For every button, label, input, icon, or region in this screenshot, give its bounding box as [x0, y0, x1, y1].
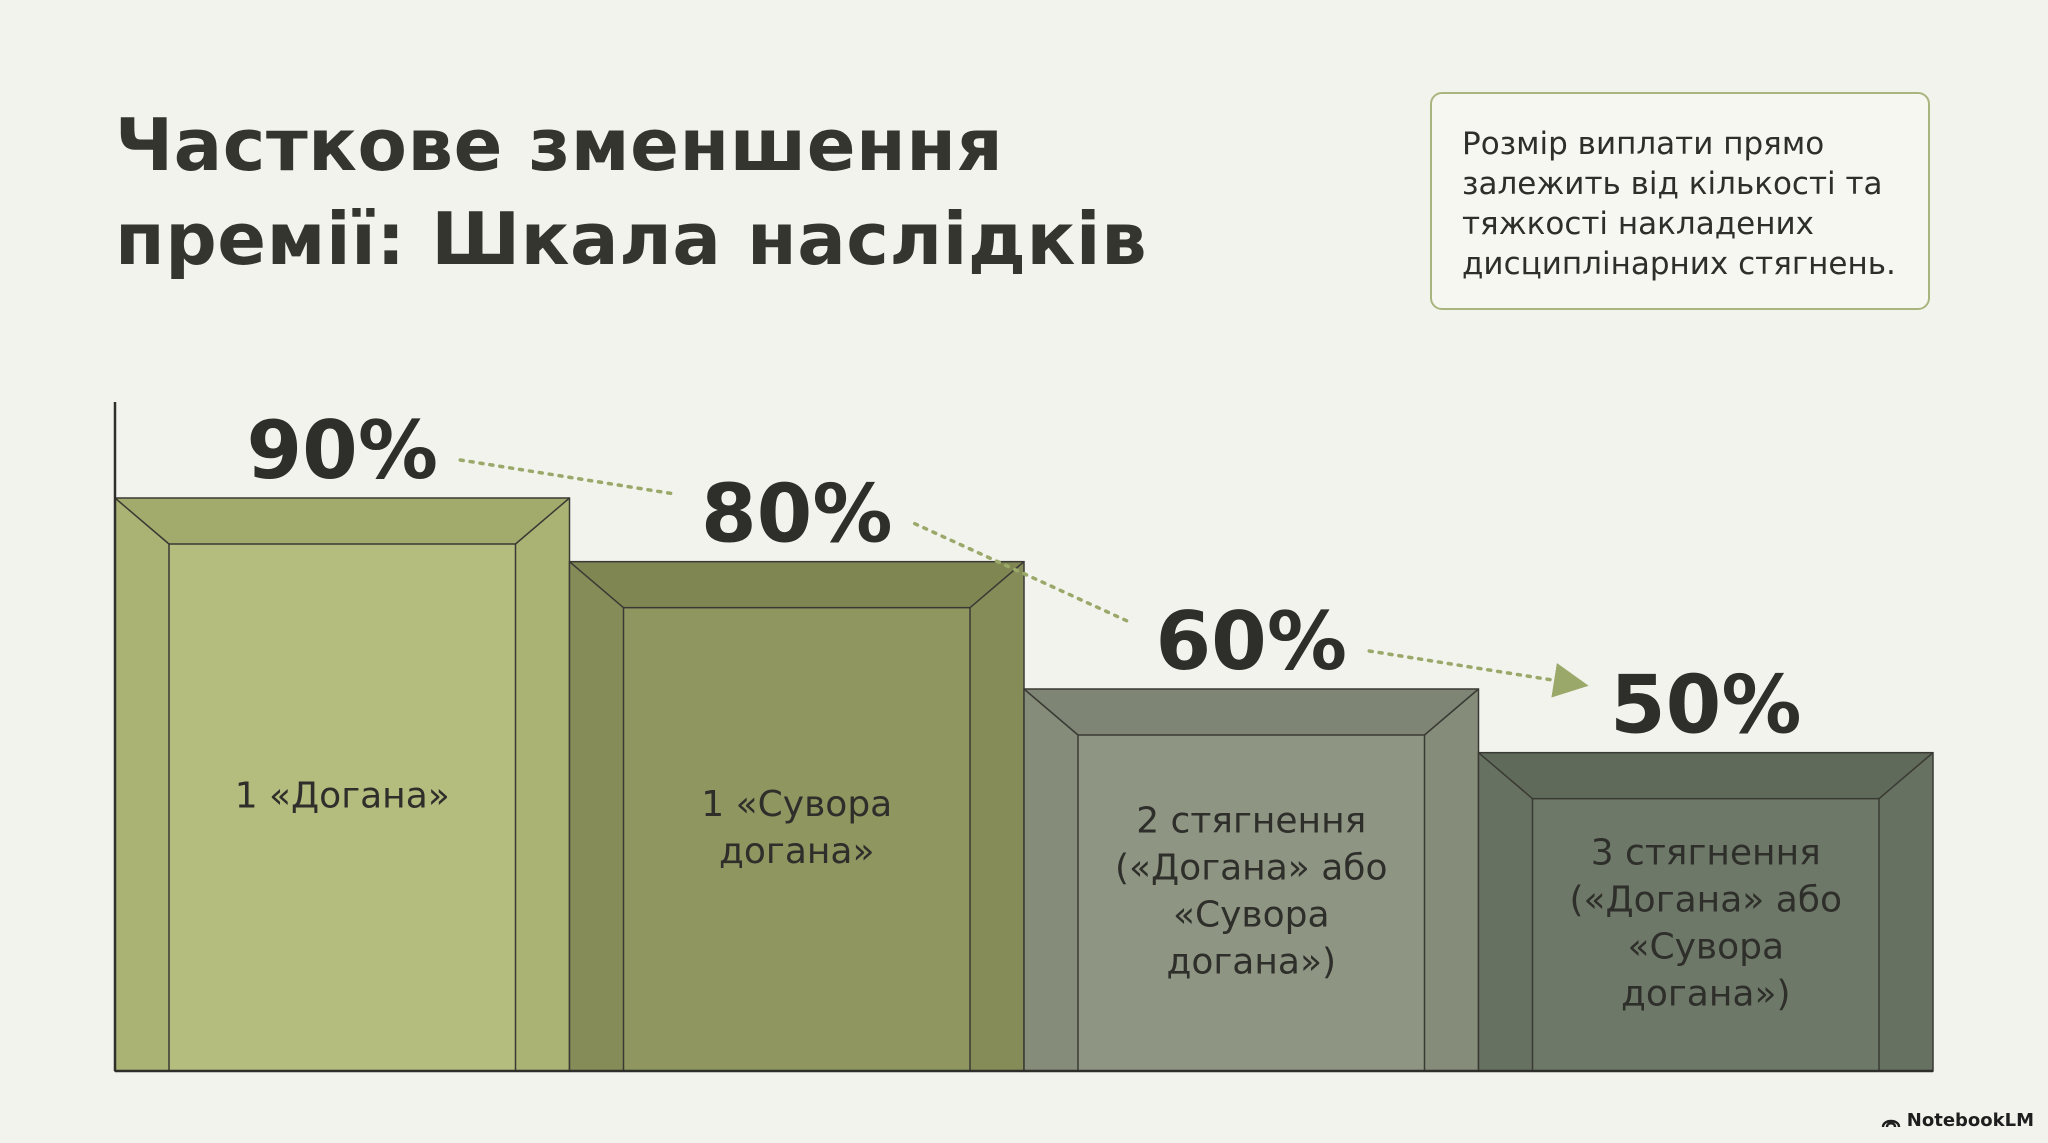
slide-title-line-2: премії: Шкала наслідків [115, 197, 1148, 281]
category-label-3-line-4: догана») [1166, 942, 1336, 983]
category-label-2-line-1: 1 «Сувора [701, 784, 892, 825]
category-label-3-line-3: «Сувора [1173, 895, 1330, 936]
note-line-3: тяжкості накладених [1462, 206, 1814, 242]
category-label-3-line-1: 2 стягнення [1136, 801, 1366, 842]
slide-title-line-1: Часткове зменшення [115, 103, 1004, 187]
brand-name: NotebookLM [1906, 1110, 2034, 1131]
category-label-4-line-2: («Догана» або [1569, 879, 1842, 920]
note-line-2: залежить від кількості та [1462, 166, 1883, 202]
bar-2-top-face [569, 561, 1024, 608]
value-label-4: 50% [1610, 659, 1801, 752]
category-label-4-line-1: 3 стягнення [1591, 832, 1821, 873]
category-label-1-line-1: 1 «Догана» [235, 776, 450, 817]
category-label-4-line-4: догана») [1621, 973, 1791, 1014]
note-line-1: Розмір виплати прямо [1462, 126, 1825, 162]
bar-3-top-face [1024, 689, 1479, 735]
trend-arrow-2 [913, 521, 1129, 623]
explanation-note: Розмір виплати прямо залежить від кілько… [1430, 92, 1930, 310]
value-label-3: 60% [1156, 595, 1347, 688]
note-line-4: дисциплінарних стягнень. [1462, 246, 1896, 282]
trend-arrow-3 [1367, 649, 1589, 698]
category-label-2-line-2: догана» [719, 831, 875, 872]
bar-1-top-face [115, 498, 570, 544]
value-label-1: 90% [247, 404, 438, 497]
brand-mark: NotebookLM [1881, 1110, 2034, 1131]
trend-arrow-1 [458, 458, 675, 496]
bar-4-top-face [1478, 752, 1933, 799]
bar-2-front-face [622, 606, 971, 1072]
slide-title: Часткове зменшення премії: Шкала наслідк… [115, 98, 1175, 286]
notebooklm-logo-icon [1881, 1119, 1900, 1127]
category-label-4-line-3: «Сувора [1627, 926, 1784, 967]
bar-1-front-face [168, 543, 517, 1072]
category-label-3-line-2: («Догана» або [1115, 848, 1388, 889]
bar-4-front-face [1531, 797, 1880, 1072]
value-label-2: 80% [701, 468, 892, 561]
